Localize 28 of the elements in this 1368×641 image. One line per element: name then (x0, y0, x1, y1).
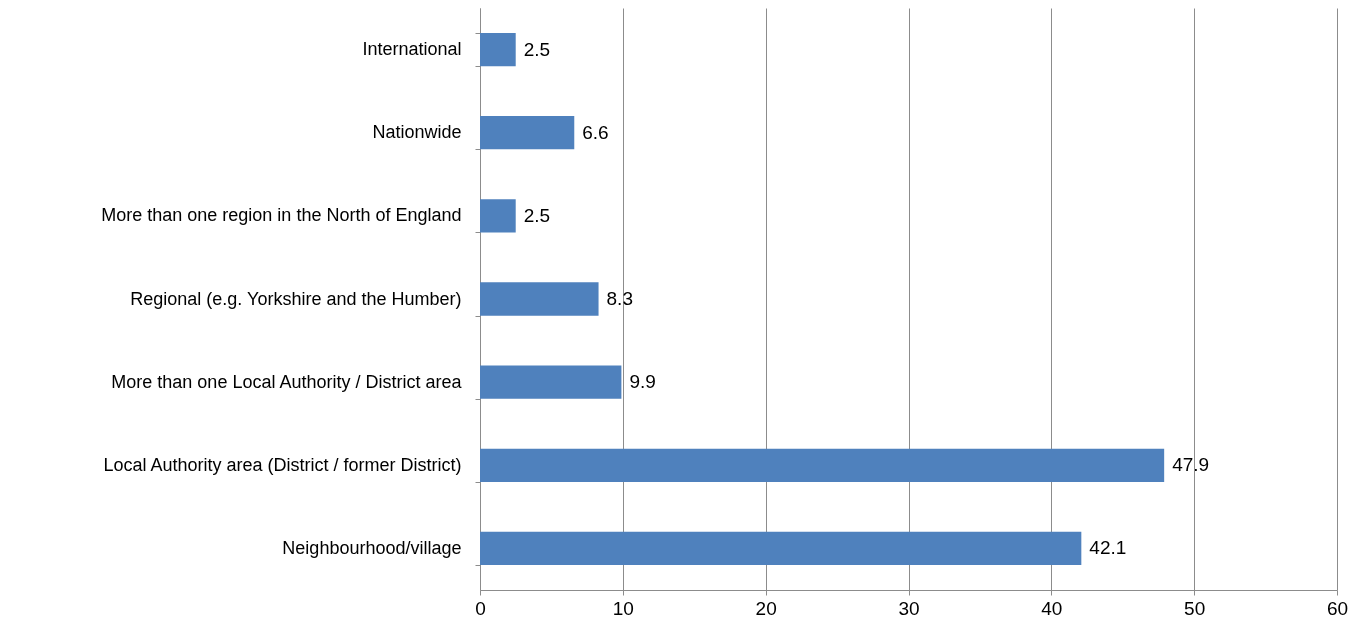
data-label: 2.5 (523, 204, 551, 226)
y-tick-label: Regional (e.g. Yorkshire and the Humber) (130, 288, 462, 309)
x-tick-label: 30 (898, 597, 920, 619)
data-label: 47.9 (1172, 454, 1210, 476)
x-tick-label: 20 (755, 597, 777, 619)
x-tick-label: 0 (475, 597, 486, 619)
y-tick-label: Neighbourhood/village (282, 537, 462, 558)
y-tick-label: More than one Local Authority / District area (111, 371, 463, 392)
data-label: 8.3 (606, 288, 633, 309)
x-tick-label: 10 (612, 597, 634, 619)
bar (480, 116, 575, 150)
data-label: 9.9 (629, 371, 656, 393)
bar (480, 199, 516, 233)
x-tick-label: 60 (1326, 597, 1349, 619)
bar (480, 531, 1082, 566)
data-label: 6.6 (582, 121, 609, 143)
data-label: 2.5 (523, 38, 551, 60)
bar (480, 448, 1165, 482)
x-tick-label: 50 (1184, 597, 1206, 619)
y-tick-label: More than one region in the North of England (101, 205, 462, 226)
bar (480, 282, 599, 316)
y-tick-label: International (362, 39, 462, 60)
x-tick-label: 40 (1041, 597, 1063, 619)
data-label: 42.1 (1089, 537, 1127, 559)
bar (480, 365, 622, 399)
y-tick-label: Local Authority area (District / former District) (103, 454, 462, 475)
y-tick-label: Nationwide (372, 122, 462, 143)
bar (480, 32, 516, 67)
